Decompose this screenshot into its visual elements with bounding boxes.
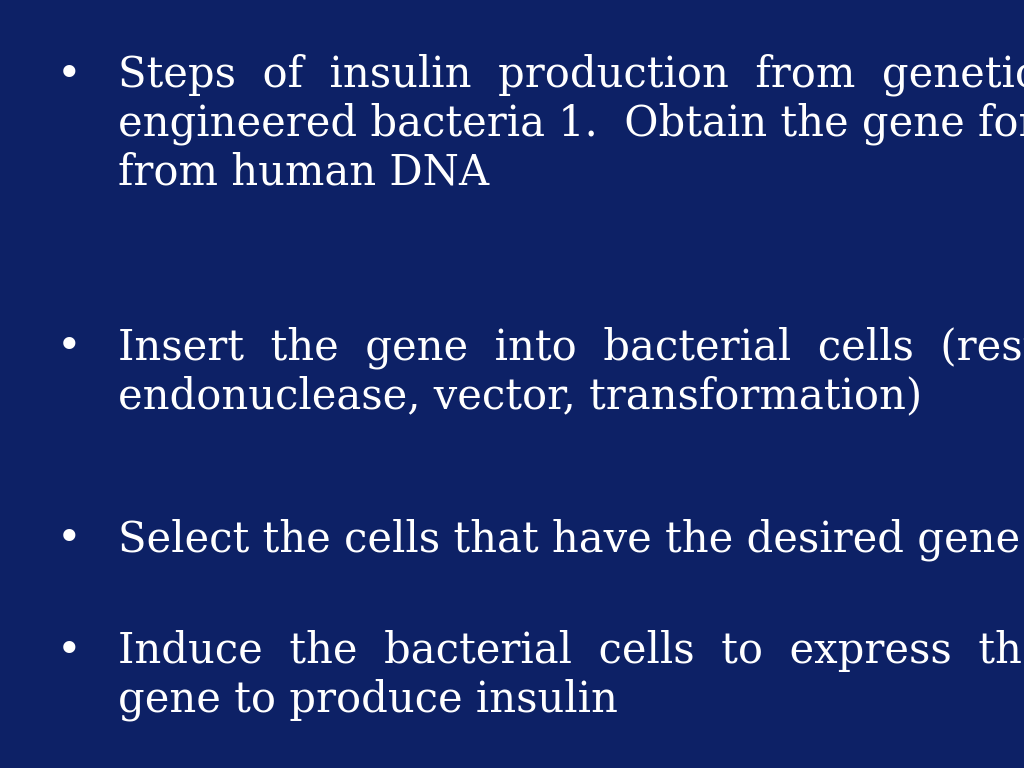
Text: Induce  the  bacterial  cells  to  express  the  inserted
gene to produce insuli: Induce the bacterial cells to express th… [118, 630, 1024, 721]
Text: Select the cells that have the desired gene: Select the cells that have the desired g… [118, 518, 1020, 561]
Text: Insert  the  gene  into  bacterial  cells  (restriction
endonuclease, vector, tr: Insert the gene into bacterial cells (re… [118, 326, 1024, 418]
Text: •: • [56, 518, 81, 561]
Text: •: • [56, 326, 81, 369]
Text: •: • [56, 630, 81, 672]
Text: •: • [56, 54, 81, 96]
Text: Steps  of  insulin  production  from  genetically
engineered bacteria 1.  Obtain: Steps of insulin production from genetic… [118, 54, 1024, 194]
